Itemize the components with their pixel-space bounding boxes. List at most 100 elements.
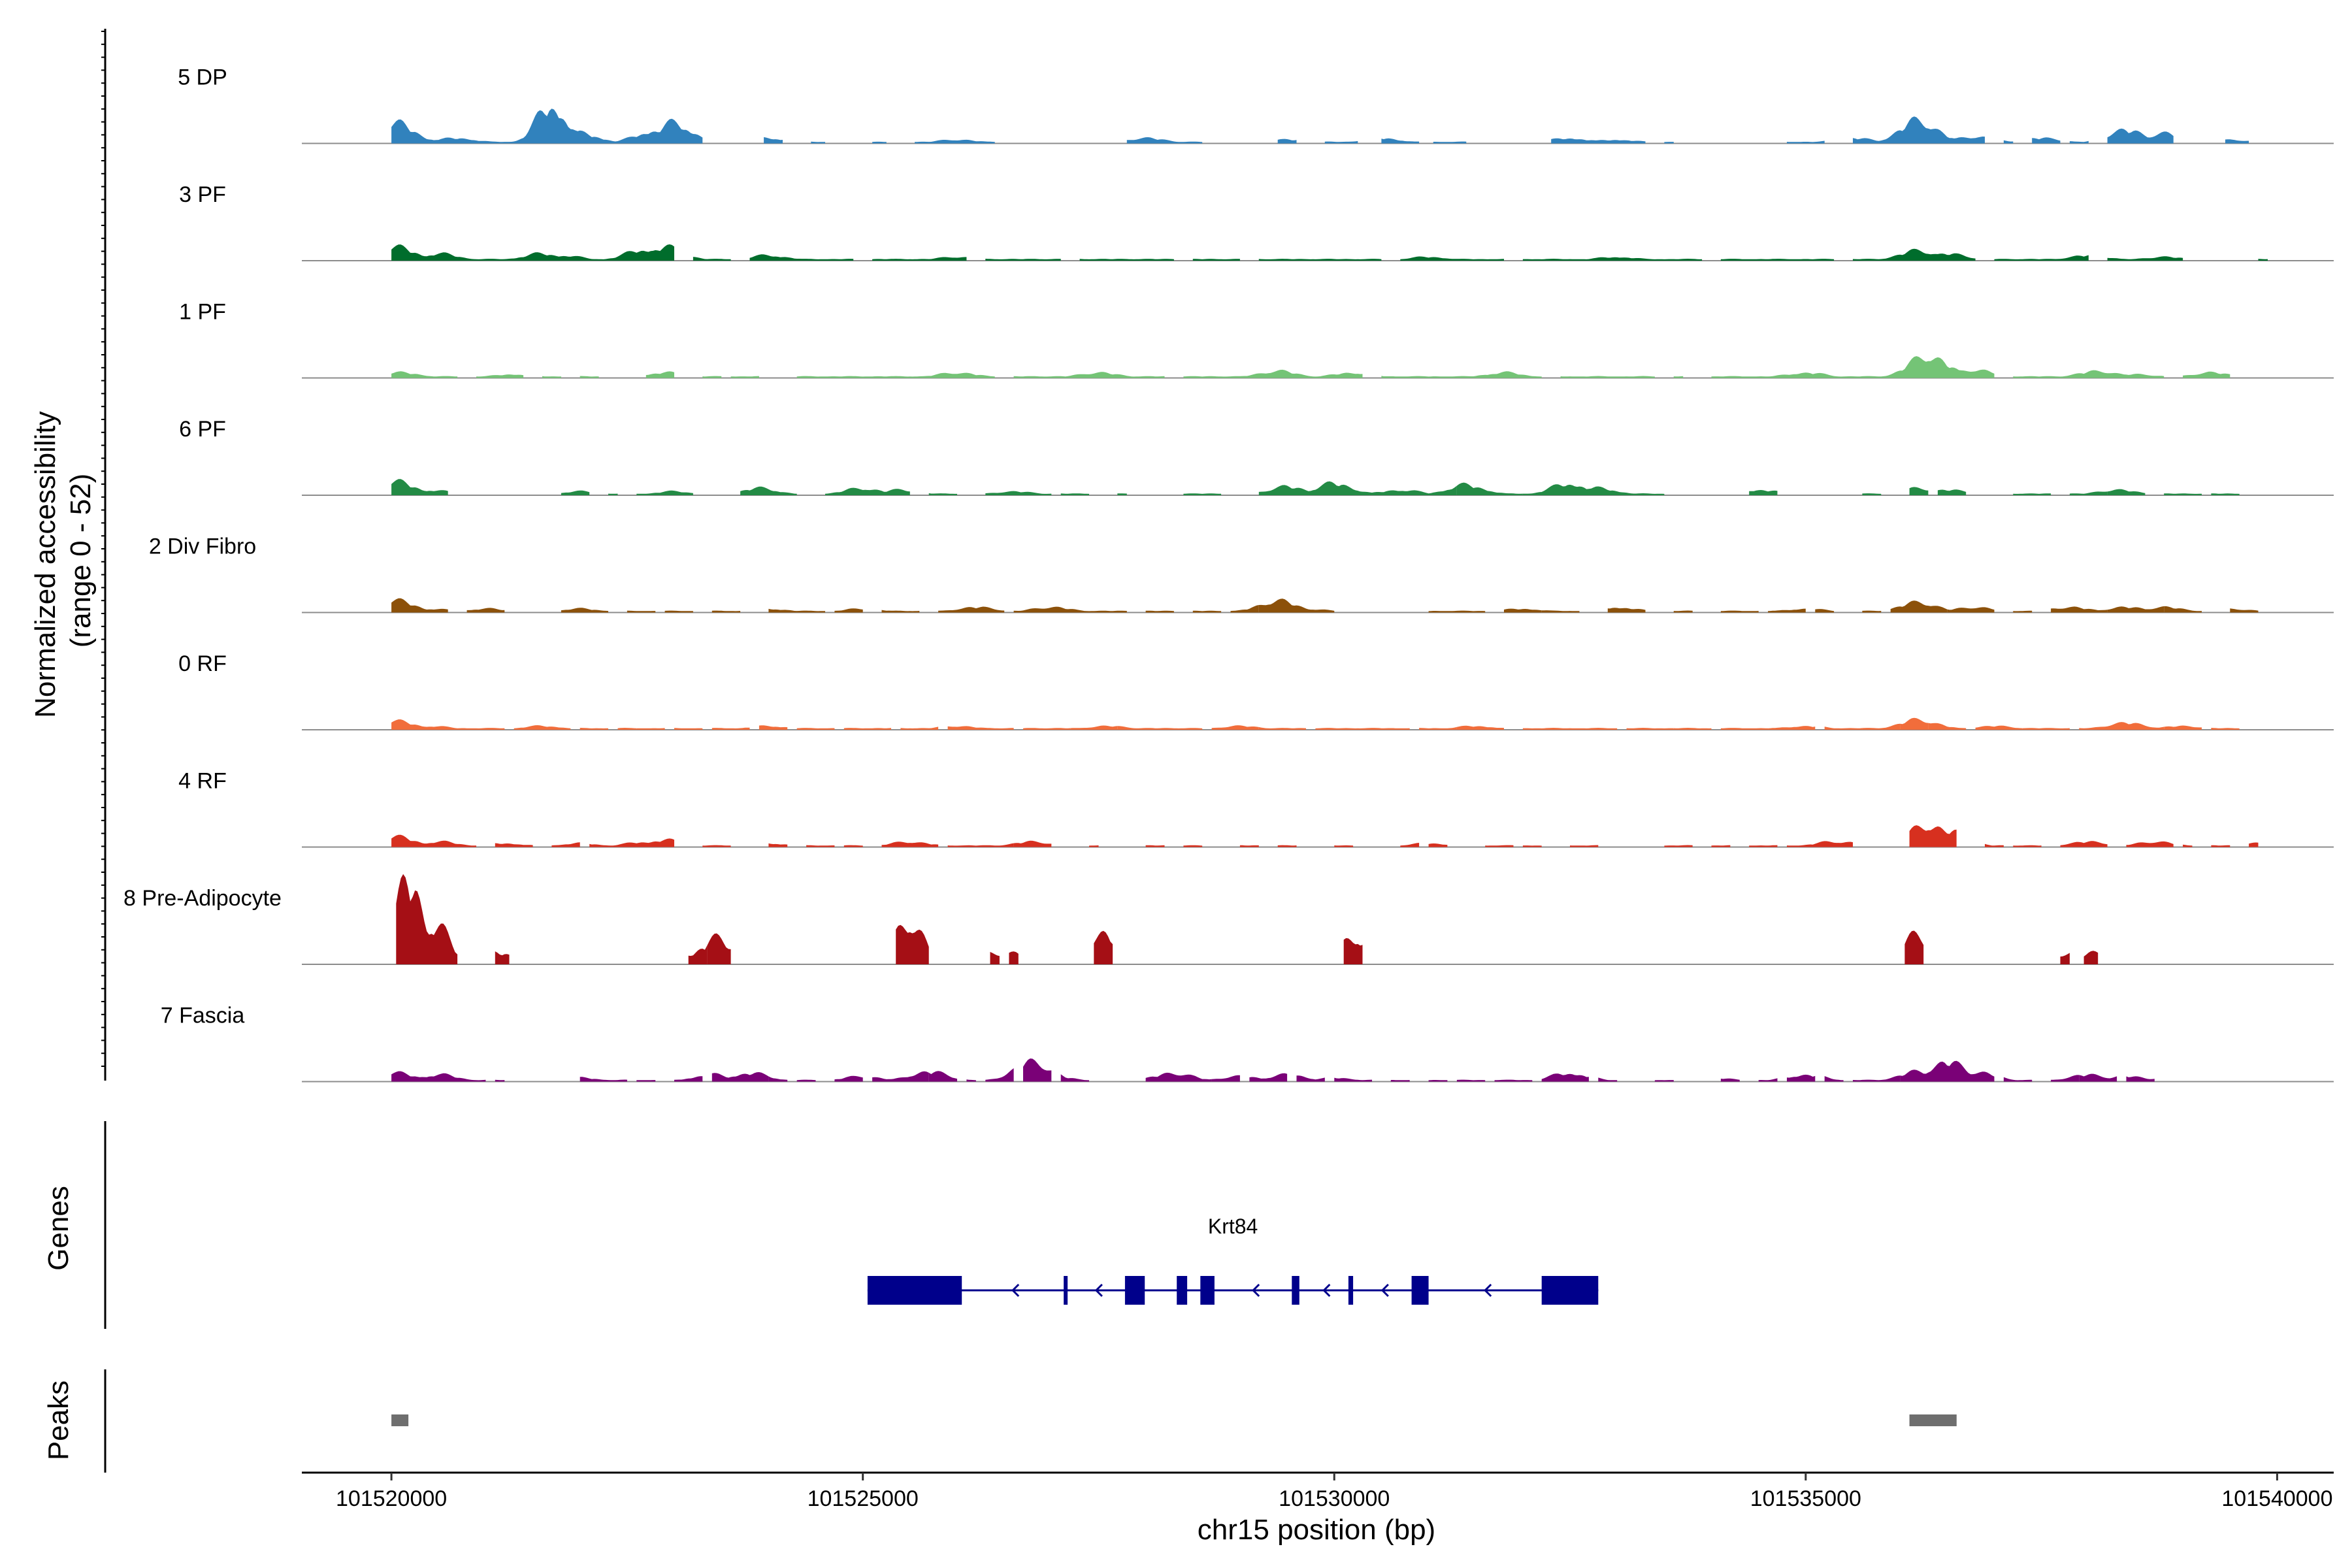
coverage-area xyxy=(551,842,580,847)
coverage-area xyxy=(730,376,759,378)
coverage-area xyxy=(1787,1074,1816,1082)
coverage-area xyxy=(1541,1073,1589,1082)
coverage-area xyxy=(1749,490,1778,495)
exon xyxy=(1177,1276,1188,1305)
exon xyxy=(1200,1276,1215,1305)
coverage-area xyxy=(1428,610,1486,613)
track-7-fascia: 7 Fascia xyxy=(161,1004,2334,1083)
coverage-area xyxy=(391,371,458,378)
coverage-area xyxy=(1362,728,1410,730)
coverage-area xyxy=(391,108,703,144)
coverage-area xyxy=(1485,845,1514,847)
coverage-area xyxy=(1853,248,1976,261)
coverage-area xyxy=(872,257,967,261)
coverage-area xyxy=(1315,728,1363,730)
coverage-area xyxy=(1381,138,1420,144)
coverage-area xyxy=(2051,1075,2080,1082)
coverage-area xyxy=(2107,606,2164,613)
track-label: 5 DP xyxy=(178,65,227,90)
coverage-area xyxy=(1909,825,1957,847)
gene-name-label: Krt84 xyxy=(1208,1215,1258,1238)
coverage-area xyxy=(580,1077,627,1082)
track-label: 6 PF xyxy=(179,417,226,442)
coverage-area xyxy=(2032,137,2061,144)
coverage-area xyxy=(1947,607,1995,613)
coverage-area xyxy=(707,933,731,964)
track-label: 4 RF xyxy=(178,769,227,794)
track-label: 3 PF xyxy=(179,182,226,207)
peaks-panel-label: Peaks xyxy=(42,1380,74,1460)
exon xyxy=(1292,1276,1299,1305)
coverage-area xyxy=(947,843,1014,847)
coverage-area xyxy=(1013,372,1165,378)
strand-arrow xyxy=(1322,1283,1331,1298)
coverage-area xyxy=(1985,843,2004,847)
coverage-area xyxy=(1570,845,1599,847)
coverage-area xyxy=(1522,257,1703,261)
coverage-area xyxy=(589,838,674,847)
track-label: 0 RF xyxy=(178,651,227,676)
coverage-area xyxy=(1079,259,1174,261)
coverage-area xyxy=(2126,841,2174,847)
coverage-area xyxy=(2079,722,2127,730)
coverage-area xyxy=(1239,845,1259,847)
coverage-area xyxy=(1787,140,1825,144)
coverage-area xyxy=(1334,1077,1372,1082)
coverage-area xyxy=(1258,481,1457,495)
x-tick-label: 101520000 xyxy=(336,1486,447,1511)
coverage-area xyxy=(2211,845,2230,847)
track-8-pre-adipocyte: 8 Pre-Adipocyte xyxy=(123,874,2334,965)
coverage-area xyxy=(1673,376,1684,378)
coverage-area xyxy=(1060,493,1089,495)
coverage-y-ticks xyxy=(101,31,105,1067)
coverage-area xyxy=(2107,489,2146,495)
coverage-area xyxy=(608,493,618,495)
coverage-area xyxy=(872,1071,929,1082)
coverage-area xyxy=(1023,1058,1052,1082)
coverage-area xyxy=(1664,845,1693,847)
coverage-area xyxy=(872,141,887,144)
coverage-area xyxy=(1277,139,1297,144)
coverage-area xyxy=(1145,1072,1212,1082)
genes-track: Krt84 xyxy=(867,1215,1599,1305)
x-axis-ticks: 101520000 101525000 101530000 101535000 1015… xyxy=(336,1473,2333,1511)
coverage-area xyxy=(1824,727,1863,730)
coverage-area xyxy=(2126,1076,2155,1082)
coverage-area xyxy=(1060,1074,1089,1082)
coverage-area xyxy=(1994,255,2089,261)
coverage-area xyxy=(391,1071,486,1082)
coverage-area xyxy=(1853,1075,1901,1082)
coverage-area xyxy=(928,493,957,495)
coverage-area xyxy=(740,486,797,495)
coverage-area xyxy=(900,727,939,730)
x-tick-label: 101530000 xyxy=(1279,1486,1390,1511)
coverage-area xyxy=(1456,725,1504,730)
coverage-area xyxy=(636,1080,656,1082)
exon xyxy=(1064,1276,1068,1305)
coverage-area xyxy=(1768,608,1806,613)
coverage-area xyxy=(749,254,854,261)
coverage-area xyxy=(1768,726,1816,730)
coverage-area xyxy=(702,845,731,847)
coverage-area xyxy=(2069,140,2089,144)
coverage-area xyxy=(1126,137,1203,144)
track-6-pf: 6 PF xyxy=(179,417,2334,496)
coverage-area xyxy=(1145,845,1165,847)
coverage-area xyxy=(796,1079,816,1082)
coverage-area xyxy=(2060,953,2070,964)
exon xyxy=(1411,1276,1429,1305)
coverage-area xyxy=(711,1072,769,1082)
coverage-area xyxy=(2060,841,2108,847)
coverage-area xyxy=(2164,493,2202,495)
coverage-area xyxy=(1758,1078,1778,1082)
exon xyxy=(1124,1276,1145,1305)
coverage-area xyxy=(1183,493,1222,495)
coverage-area xyxy=(495,951,510,964)
coverage-area xyxy=(764,137,783,144)
coverage-area xyxy=(688,945,708,964)
strand-arrow xyxy=(1484,1283,1492,1298)
coverage-area xyxy=(806,845,835,847)
coverage-area xyxy=(1522,728,1570,730)
coverage-area xyxy=(645,371,674,378)
exon xyxy=(867,1276,962,1305)
